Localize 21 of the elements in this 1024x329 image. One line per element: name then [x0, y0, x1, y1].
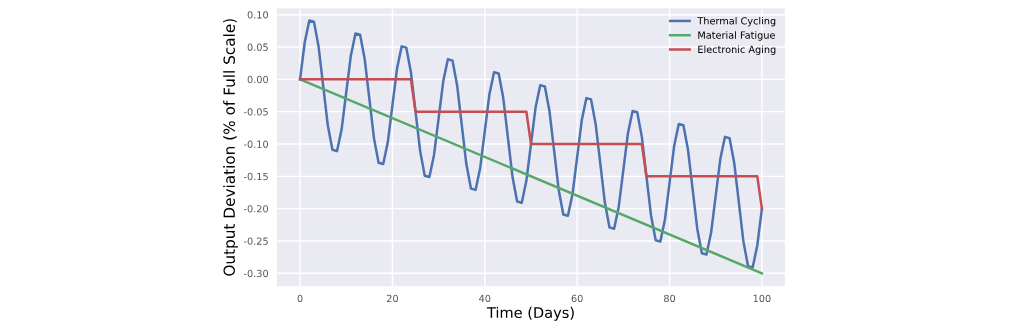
y-tick-label: -0.05 [243, 108, 268, 116]
y-tick-label: 0.10 [247, 11, 269, 19]
y-tick-label: -0.10 [243, 140, 269, 148]
x-tick-label: 80 [664, 294, 676, 303]
y-tick-label: -0.30 [243, 269, 269, 278]
x-tick-label: 20 [386, 294, 398, 303]
y-tick-label: -0.20 [243, 205, 269, 213]
line-series [298, 78, 764, 210]
x-tick-label: 40 [479, 294, 491, 303]
y-tick-label: 0.05 [247, 43, 268, 51]
legend-label: Material Fatigue [698, 31, 775, 41]
y-tick-label: 0.00 [247, 75, 269, 84]
y-tick-label: -0.25 [243, 237, 268, 245]
x-tick-label: 0 [297, 294, 303, 303]
y-tick-label: -0.15 [243, 172, 268, 181]
x-tick-label: 60 [571, 294, 583, 303]
legend-label: Electronic Aging [698, 45, 776, 55]
x-tick-label: 100 [753, 294, 771, 303]
legend-label: Thermal Cycling [697, 16, 776, 27]
x-axis-title: Time (Days) [486, 306, 574, 321]
y-axis-title: Output Deviation (% of Full Scale) [223, 19, 238, 276]
